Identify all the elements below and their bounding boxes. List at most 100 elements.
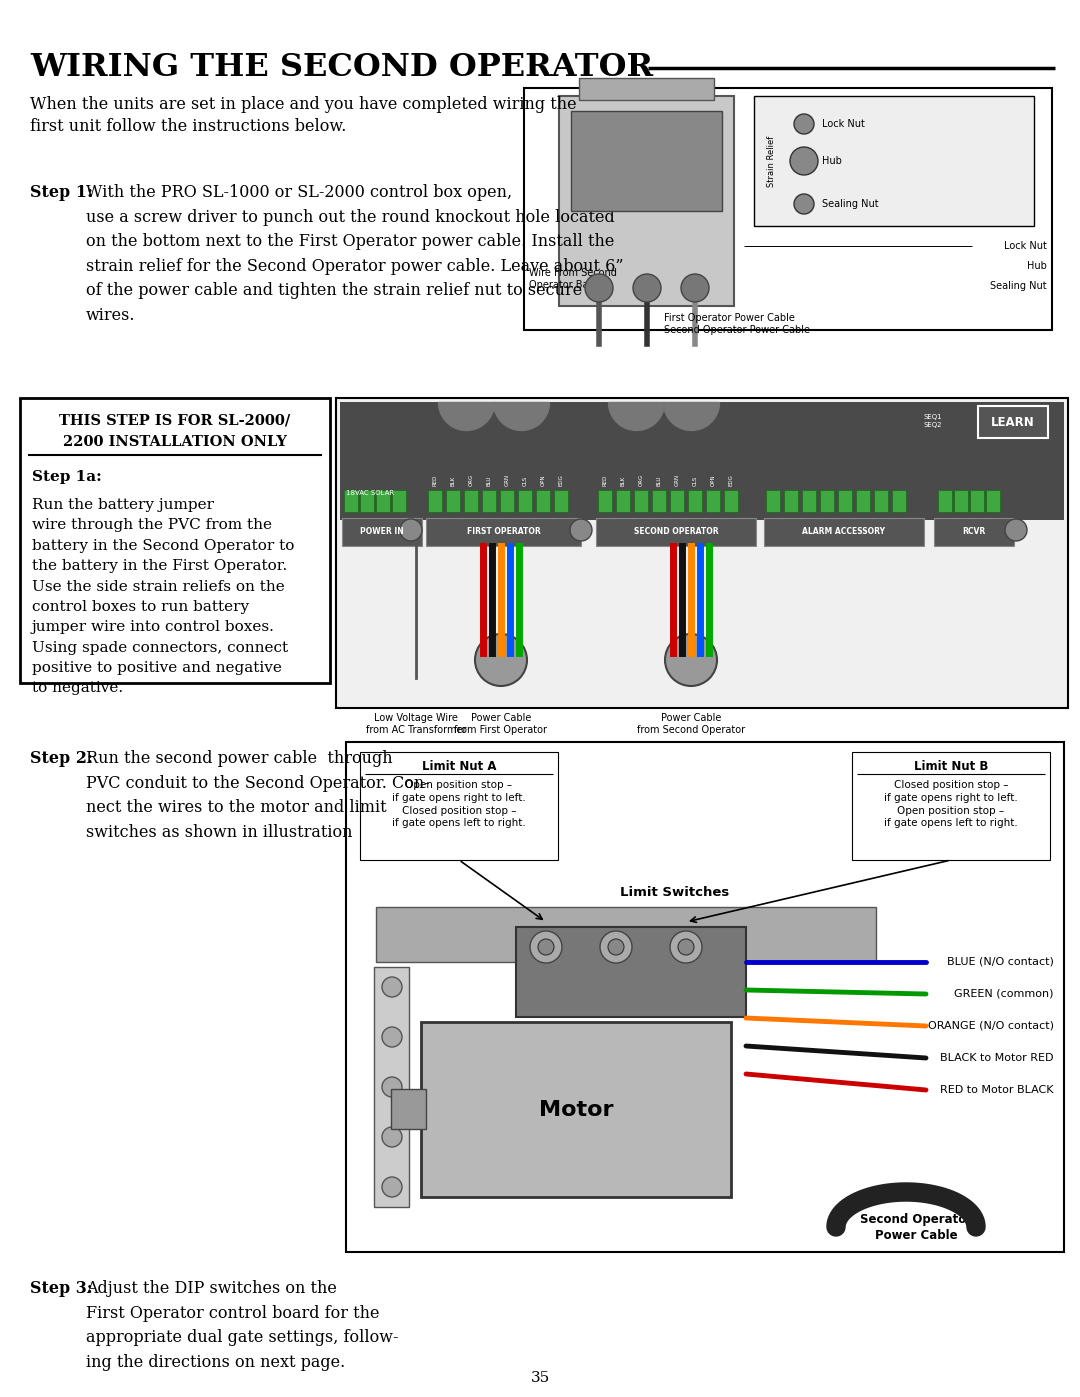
Bar [426,518,581,546]
Text: RED: RED [671,650,675,664]
Bar [346,742,1064,1252]
Text: Hub: Hub [1027,261,1047,271]
Text: Step 2:: Step 2: [30,750,93,767]
Text: Limit Nut A: Limit Nut A [422,760,496,773]
Circle shape [538,939,554,956]
Bar [820,490,834,511]
Bar [554,490,568,511]
Bar [421,1023,731,1197]
Circle shape [585,274,613,302]
Bar [978,407,1048,439]
Circle shape [382,1077,402,1097]
Circle shape [794,115,814,134]
Text: RED to Motor BLACK: RED to Motor BLACK [941,1085,1054,1095]
Text: Lock Nut: Lock Nut [822,119,865,129]
Text: BLACK to Motor RED: BLACK to Motor RED [941,1053,1054,1063]
Bar [856,490,870,511]
Text: Limit Nut B: Limit Nut B [914,760,988,773]
Text: EDG: EDG [729,474,733,486]
Text: With the PRO SL-1000 or SL-2000 control box open,
use a screw driver to punch ou: With the PRO SL-1000 or SL-2000 control … [86,184,623,324]
Circle shape [665,634,717,686]
Text: Power Cable
from First Operator: Power Cable from First Operator [455,712,548,735]
Text: BLUE: BLUE [508,647,513,664]
Text: RED: RED [603,475,607,486]
Bar [482,490,496,511]
Text: 2200 INSTALLATION ONLY: 2200 INSTALLATION ONLY [63,434,287,448]
Text: BLACK: BLACK [489,643,495,664]
Circle shape [382,1178,402,1197]
Circle shape [794,194,814,214]
Bar [516,928,746,1017]
Text: Motor: Motor [539,1099,613,1119]
Bar [598,490,612,511]
Circle shape [530,930,562,963]
Bar [579,78,714,101]
Text: SECOND OPERATOR: SECOND OPERATOR [634,528,718,536]
Bar [571,110,723,211]
Text: RCVR: RCVR [962,528,986,536]
Text: GRN: GRN [675,474,679,486]
Bar [21,398,330,683]
Bar [892,490,906,511]
Text: 18VAC SOLAR: 18VAC SOLAR [346,490,394,496]
Text: Closed position stop –
if gate opens right to left.
Open position stop –
if gate: Closed position stop – if gate opens rig… [885,780,1017,828]
Circle shape [681,274,708,302]
Bar [500,490,514,511]
Text: Step 1a:: Step 1a: [32,469,102,483]
Bar [446,490,460,511]
Circle shape [633,274,661,302]
Bar [934,518,1014,546]
Text: ALARM ACCESSORY: ALARM ACCESSORY [802,528,886,536]
Bar [670,490,684,511]
Text: Run the second power cable  through
PVC conduit to the Second Operator. Con-
nec: Run the second power cable through PVC c… [86,750,430,841]
Bar [336,398,1068,708]
Circle shape [670,930,702,963]
Text: BLACK: BLACK [679,643,685,664]
Text: Sealing Nut: Sealing Nut [990,281,1047,291]
Text: GREEN: GREEN [706,641,712,664]
Text: Adjust the DIP switches on the
First Operator control board for the
appropriate : Adjust the DIP switches on the First Ope… [86,1280,399,1370]
Bar [634,490,648,511]
Text: WIRING THE SECOND OPERATOR: WIRING THE SECOND OPERATOR [30,53,653,84]
Bar [376,490,390,511]
Text: RED: RED [432,475,437,486]
Bar [616,490,630,511]
Bar [536,490,550,511]
Text: Wire From Second
Operator Battery: Wire From Second Operator Battery [529,268,617,291]
Circle shape [1005,520,1027,541]
Text: FIRST OPERATOR: FIRST OPERATOR [467,528,540,536]
Text: Sealing Nut: Sealing Nut [822,198,879,210]
Circle shape [570,520,592,541]
Text: BLUE: BLUE [698,647,702,664]
Text: LEARN: LEARN [991,415,1035,429]
Text: BLUE (N/O contact): BLUE (N/O contact) [947,957,1054,967]
Text: Step 1:: Step 1: [30,184,93,201]
Text: Power Cable
from Second Operator: Power Cable from Second Operator [637,712,745,735]
Bar [970,490,984,511]
Bar [345,490,357,511]
Circle shape [475,634,527,686]
Text: GREEN (common): GREEN (common) [955,989,1054,999]
Text: BLK: BLK [450,476,456,486]
Text: Limit Switches: Limit Switches [620,886,730,898]
Text: THIS STEP IS FOR SL-2000/: THIS STEP IS FOR SL-2000/ [59,414,291,427]
Text: When the units are set in place and you have completed wiring the: When the units are set in place and you … [30,96,577,113]
Bar [559,96,734,306]
Text: BLK: BLK [621,476,625,486]
Text: GREEN: GREEN [516,641,522,664]
Bar [852,752,1050,861]
Text: SEQ1
SEQ2: SEQ1 SEQ2 [923,414,942,427]
Bar [376,907,876,963]
Bar [518,490,532,511]
Bar [524,88,1052,330]
Text: EDG: EDG [558,474,564,486]
Bar [374,967,409,1207]
Text: CLS: CLS [692,476,698,486]
Text: Low Voltage Wire
from AC Transformer: Low Voltage Wire from AC Transformer [366,712,467,735]
Bar [784,490,798,511]
Bar [428,490,442,511]
Text: Lock Nut: Lock Nut [1004,242,1047,251]
Text: ORG: ORG [638,474,644,486]
Bar [688,490,702,511]
Bar [939,490,951,511]
